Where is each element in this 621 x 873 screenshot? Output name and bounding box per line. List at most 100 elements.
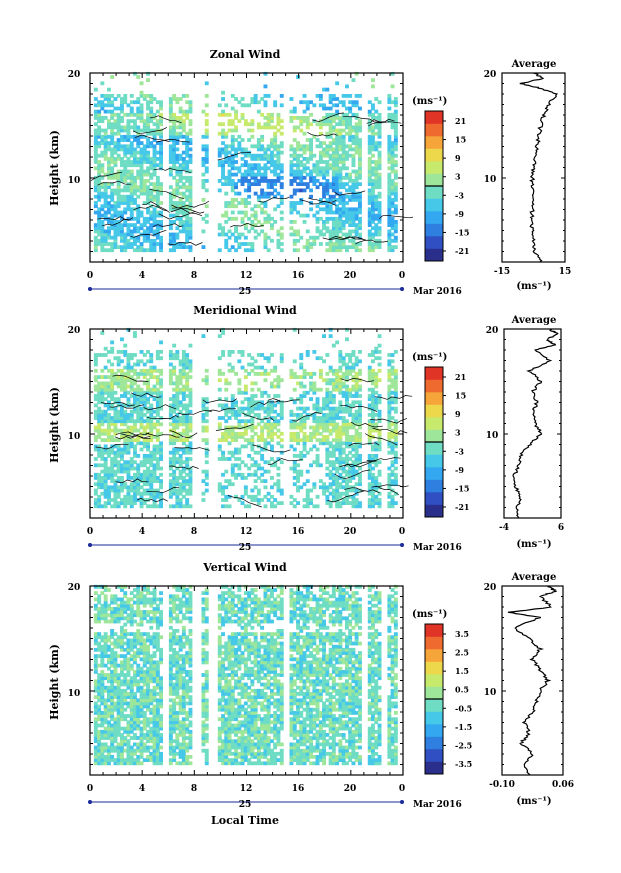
heatmap-cell	[358, 242, 362, 246]
heatmap-cell	[230, 431, 235, 436]
heatmap-cell	[331, 128, 336, 133]
heatmap-cell	[201, 406, 206, 411]
heatmap-cell	[335, 226, 340, 231]
heatmap-cell	[335, 116, 340, 120]
heatmap-cell	[172, 207, 177, 212]
heatmap-cell	[103, 397, 108, 401]
heatmap-cell	[201, 198, 206, 202]
heatmap-cell	[100, 390, 105, 395]
heatmap-cell	[126, 397, 131, 401]
heatmap-cell	[338, 242, 343, 246]
heatmap-cell	[305, 106, 310, 111]
colorbar-segment	[425, 492, 443, 505]
heatmap-cell	[159, 454, 163, 458]
heatmap-cell	[142, 223, 147, 227]
heatmap-cell	[204, 409, 209, 414]
heatmap-cell	[331, 372, 336, 376]
heatmap-cell	[123, 504, 128, 509]
heatmap-cell	[371, 160, 375, 164]
heatmap-cell	[358, 220, 362, 224]
heatmap-cell	[133, 403, 137, 408]
heatmap-cell	[237, 166, 242, 171]
heatmap-cell	[318, 103, 323, 108]
heatmap-cell	[97, 207, 102, 212]
heatmap-cell	[178, 106, 183, 111]
heatmap-cell	[338, 416, 343, 420]
heatmap-cell	[93, 375, 98, 379]
heatmap-cell	[175, 172, 180, 177]
heatmap-cell	[279, 378, 284, 383]
heatmap-cell	[146, 457, 150, 461]
heatmap-cell	[234, 425, 238, 430]
heatmap-cell	[243, 235, 248, 240]
heatmap-cell	[107, 435, 111, 439]
heatmap-cell	[393, 435, 398, 439]
heatmap-cell	[188, 394, 193, 398]
heatmap-cell	[175, 387, 180, 392]
heatmap-cell	[348, 153, 353, 158]
heatmap-cell	[351, 501, 356, 505]
heatmap-cell	[221, 175, 225, 180]
heatmap-cell	[185, 198, 190, 202]
heatmap-cell	[263, 150, 268, 155]
heatmap-cell	[387, 238, 392, 243]
heatmap-cell	[142, 444, 147, 449]
heatmap-cell	[374, 201, 379, 205]
heatmap-cell	[312, 350, 317, 354]
heatmap-cell	[292, 204, 297, 209]
heatmap-cell	[331, 248, 336, 253]
heatmap-cell	[322, 122, 326, 127]
heatmap-cell	[181, 431, 186, 436]
heatmap-cell	[335, 413, 340, 417]
heatmap-cell	[256, 365, 261, 370]
heatmap-cell	[377, 194, 382, 199]
heatmap-cell	[273, 138, 278, 142]
heatmap-cell	[393, 491, 398, 496]
heatmap-cell	[230, 216, 235, 221]
heatmap-cell	[224, 242, 229, 246]
heatmap-cell	[227, 182, 232, 186]
heatmap-cell	[302, 157, 307, 161]
heatmap-cell	[341, 138, 346, 142]
heatmap-cell	[351, 235, 356, 240]
heatmap-cell	[390, 422, 395, 427]
heatmap-cell	[172, 431, 177, 436]
heatmap-cell	[172, 220, 177, 224]
heatmap-cell	[335, 185, 340, 190]
heatmap-cell	[240, 390, 245, 395]
heatmap-cell	[377, 157, 382, 161]
heatmap-cell	[175, 232, 180, 237]
heatmap-cell	[107, 163, 111, 168]
heatmap-cell	[250, 97, 255, 101]
contour-line	[267, 458, 303, 466]
heatmap-cell	[345, 188, 349, 193]
heatmap-cell	[345, 365, 349, 370]
heatmap-cell	[116, 476, 121, 480]
heatmap-cell	[93, 245, 98, 249]
heatmap-cell	[348, 441, 353, 446]
heatmap-cell	[224, 160, 229, 164]
heatmap-cell	[230, 198, 235, 202]
heatmap-cell	[116, 138, 121, 142]
heatmap-cell	[325, 87, 330, 92]
heatmap-cell	[315, 494, 320, 499]
heatmap-cell	[155, 204, 160, 209]
heatmap-cell	[331, 229, 336, 234]
heatmap-cell	[325, 229, 330, 234]
contour-line	[95, 443, 129, 450]
heatmap-cell	[155, 476, 160, 480]
heatmap-cell	[120, 403, 124, 408]
heatmap-cell	[328, 422, 333, 427]
heatmap-cell	[243, 485, 248, 490]
heatmap-cell	[328, 134, 333, 139]
heatmap-cell	[126, 384, 131, 389]
heatmap-cell	[159, 242, 163, 246]
heatmap-cell	[325, 182, 330, 186]
heatmap-cell	[97, 141, 102, 145]
heatmap-cell	[299, 397, 304, 401]
heatmap-cell	[123, 469, 128, 474]
heatmap-cell	[387, 166, 392, 171]
heatmap-cell	[142, 188, 147, 193]
heatmap-cell	[172, 403, 177, 408]
heatmap-cell	[335, 340, 340, 345]
